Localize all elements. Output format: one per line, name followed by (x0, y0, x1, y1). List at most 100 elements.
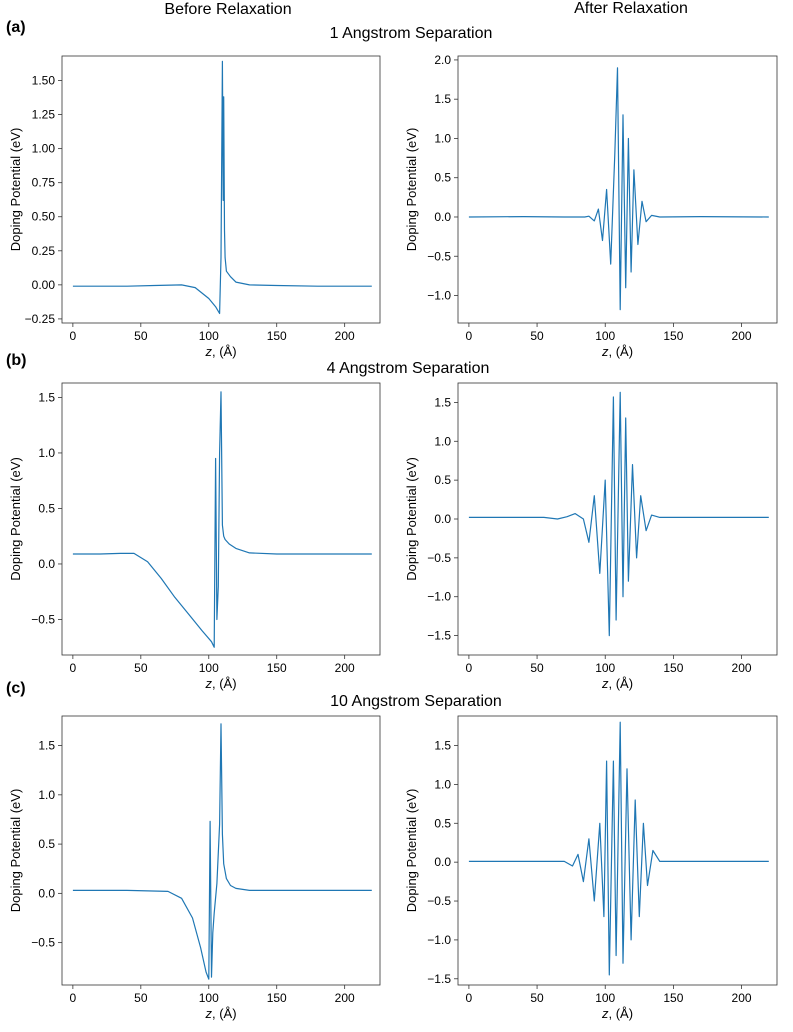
y-tick-label-r2c2-0: −1.5 (427, 629, 451, 643)
x-tick-label-r3c1-4: 200 (335, 991, 355, 1005)
series-line-r2c2 (468, 391, 769, 637)
y-tick-label-r2c2-2: −0.5 (427, 551, 451, 565)
y-axis-label-r1c2: Doping Potential (eV) (404, 128, 419, 252)
x-tick-label-r2c2-2: 100 (595, 661, 615, 675)
x-tick-label-r3c1-0: 0 (70, 991, 77, 1005)
y-tick-label-r3c1-1: 0.0 (38, 886, 55, 900)
x-axis-label-unit-r1c2: , (Å) (608, 344, 633, 359)
y-tick-label-r3c1-0: −0.5 (31, 936, 55, 950)
x-axis-label-var-r3c2: z (601, 1006, 609, 1021)
y-tick-label-r3c2-4: 0.5 (434, 816, 451, 830)
y-tick-label-r3c1-2: 0.5 (38, 837, 55, 851)
y-axis-label-r1c1: Doping Potential (eV) (8, 128, 23, 252)
plot-frame-r3c2 (457, 715, 778, 986)
y-tick-label-r1c1-6: 1.25 (32, 108, 56, 122)
x-tick-label-r1c1-4: 200 (335, 329, 355, 343)
y-axis-label-r3c2: Doping Potential (eV) (404, 789, 419, 913)
y-tick-label-r1c1-4: 0.75 (32, 176, 56, 190)
y-tick-label-r1c2-6: 2.0 (434, 53, 451, 67)
row-title-3: 10 Angstrom Separation (330, 693, 502, 710)
y-tick-label-r2c2-3: 0.0 (434, 512, 451, 526)
x-tick-label-r1c1-3: 150 (267, 329, 287, 343)
x-tick-label-r2c1-1: 50 (134, 661, 148, 675)
x-tick-label-r3c2-0: 0 (466, 991, 473, 1005)
x-axis-label-r3c1: z, (Å) (204, 1006, 236, 1021)
plots: 0 50 100 150 200−0.250.000.250.500.751.001.2… (8, 53, 778, 1021)
plot-frame-r1c2 (457, 55, 778, 324)
y-tick-label-r3c2-6: 1.5 (434, 739, 451, 753)
x-tick-label-r1c2-2: 100 (595, 329, 615, 343)
x-axis-label-r1c2: z, (Å) (601, 344, 633, 359)
x-tick-label-r1c2-4: 200 (732, 329, 752, 343)
y-tick-label-r1c2-0: −1.0 (427, 289, 451, 303)
y-tick-label-r1c2-3: 0.5 (434, 171, 451, 185)
x-tick-label-r1c2-3: 150 (663, 329, 683, 343)
panel-label-b: (b) (6, 352, 26, 369)
y-tick-label-r1c1-0: −0.25 (25, 312, 56, 326)
x-tick-label-r2c1-3: 150 (267, 661, 287, 675)
series-line-r3c2 (468, 721, 769, 976)
y-tick-label-r3c2-1: −1.0 (427, 933, 451, 947)
series-line-r1c2 (468, 67, 769, 311)
x-axis-label-r1c1: z, (Å) (204, 344, 236, 359)
x-axis-label-var-r2c2: z (601, 676, 609, 691)
y-tick-label-r2c1-3: 1.0 (38, 446, 55, 460)
x-tick-label-r3c2-3: 150 (663, 991, 683, 1005)
plot-r2c1: 0 50 100 150 200 −0.5 0.0 0.5 1.0 1.5 z, (Å) Doping… (8, 382, 381, 691)
y-tick-label-r1c2-4: 1.0 (434, 131, 451, 145)
x-axis-label-r2c2: z, (Å) (601, 676, 633, 691)
x-tick-label-r1c1-0: 0 (70, 329, 77, 343)
y-tick-label-r2c1-4: 1.5 (38, 390, 55, 404)
x-tick-label-r1c1-2: 100 (199, 329, 219, 343)
y-axis-label-r2c2: Doping Potential (eV) (404, 457, 419, 581)
column-title-after: After Relaxation (574, 0, 688, 17)
y-tick-label-r2c1-2: 0.5 (38, 501, 55, 515)
x-axis-label-unit-r2c1: , (Å) (212, 676, 237, 691)
x-tick-label-r2c1-4: 200 (335, 661, 355, 675)
x-tick-label-r2c1-2: 100 (199, 661, 219, 675)
x-tick-label-r1c2-1: 50 (530, 329, 544, 343)
y-tick-label-r1c2-2: 0.0 (434, 210, 451, 224)
y-axis-label-r2c1: Doping Potential (eV) (8, 457, 23, 581)
x-axis-label-unit-r3c1: , (Å) (212, 1006, 237, 1021)
x-tick-label-r3c1-3: 150 (267, 991, 287, 1005)
panel-label-c: (c) (6, 680, 26, 697)
y-tick-label-r2c1-0: −0.5 (31, 612, 55, 626)
x-tick-label-r1c1-1: 50 (134, 329, 148, 343)
plot-r3c1: 0 50 100 150 200 −0.5 0.0 0.5 1.0 1.5 z, (Å) Doping… (8, 715, 381, 1021)
series-line-r3c1 (72, 723, 372, 980)
y-tick-label-r2c2-5: 1.0 (434, 434, 451, 448)
row-title-1: 1 Angstrom Separation (330, 25, 493, 42)
x-tick-label-r3c1-1: 50 (134, 991, 148, 1005)
series-line-r1c1 (72, 60, 372, 315)
y-tick-label-r3c2-5: 1.0 (434, 777, 451, 791)
x-axis-label-var-r3c1: z (204, 1006, 212, 1021)
y-tick-label-r2c2-6: 1.5 (434, 395, 451, 409)
plot-frame-r3c1 (61, 715, 381, 986)
plot-frame-r1c1 (61, 55, 381, 324)
row-title-2: 4 Angstrom Separation (327, 360, 490, 377)
column-title-before: Before Relaxation (164, 1, 291, 18)
y-tick-label-r3c2-0: −1.5 (427, 972, 451, 986)
y-tick-label-r2c1-1: 0.0 (38, 557, 55, 571)
x-axis-label-var-r1c2: z (601, 344, 609, 359)
y-tick-label-r3c2-3: 0.0 (434, 855, 451, 869)
x-axis-label-unit-r1c1: , (Å) (212, 344, 237, 359)
x-tick-label-r3c2-2: 100 (595, 991, 615, 1005)
x-axis-label-unit-r2c2: , (Å) (608, 676, 633, 691)
x-tick-label-r3c2-4: 200 (732, 991, 752, 1005)
y-tick-label-r1c2-5: 1.5 (434, 92, 451, 106)
y-tick-label-r2c2-1: −1.0 (427, 590, 451, 604)
x-tick-label-r2c2-4: 200 (732, 661, 752, 675)
x-tick-label-r3c2-1: 50 (530, 991, 544, 1005)
plot-r1c1: 0 50 100 150 200 −0.25 0.00 0.25 0.50 0.75 1.00 1.2… (8, 55, 381, 359)
x-tick-label-r2c2-1: 50 (530, 661, 544, 675)
plot-frame-r2c1 (61, 382, 381, 656)
y-tick-label-r1c1-1: 0.00 (32, 278, 56, 292)
x-axis-label-var-r1c1: z (204, 344, 212, 359)
x-tick-label-r2c2-0: 0 (466, 661, 473, 675)
x-axis-label-var-r2c1: z (204, 676, 212, 691)
y-tick-label-r3c1-3: 1.0 (38, 788, 55, 802)
plot-r3c2: 0 50 100 150 200 −1.5 −1.0 −0.5 0.0 0.5 1.0 1.5 z, (… (404, 715, 778, 1021)
y-tick-label-r1c1-5: 1.00 (32, 142, 56, 156)
